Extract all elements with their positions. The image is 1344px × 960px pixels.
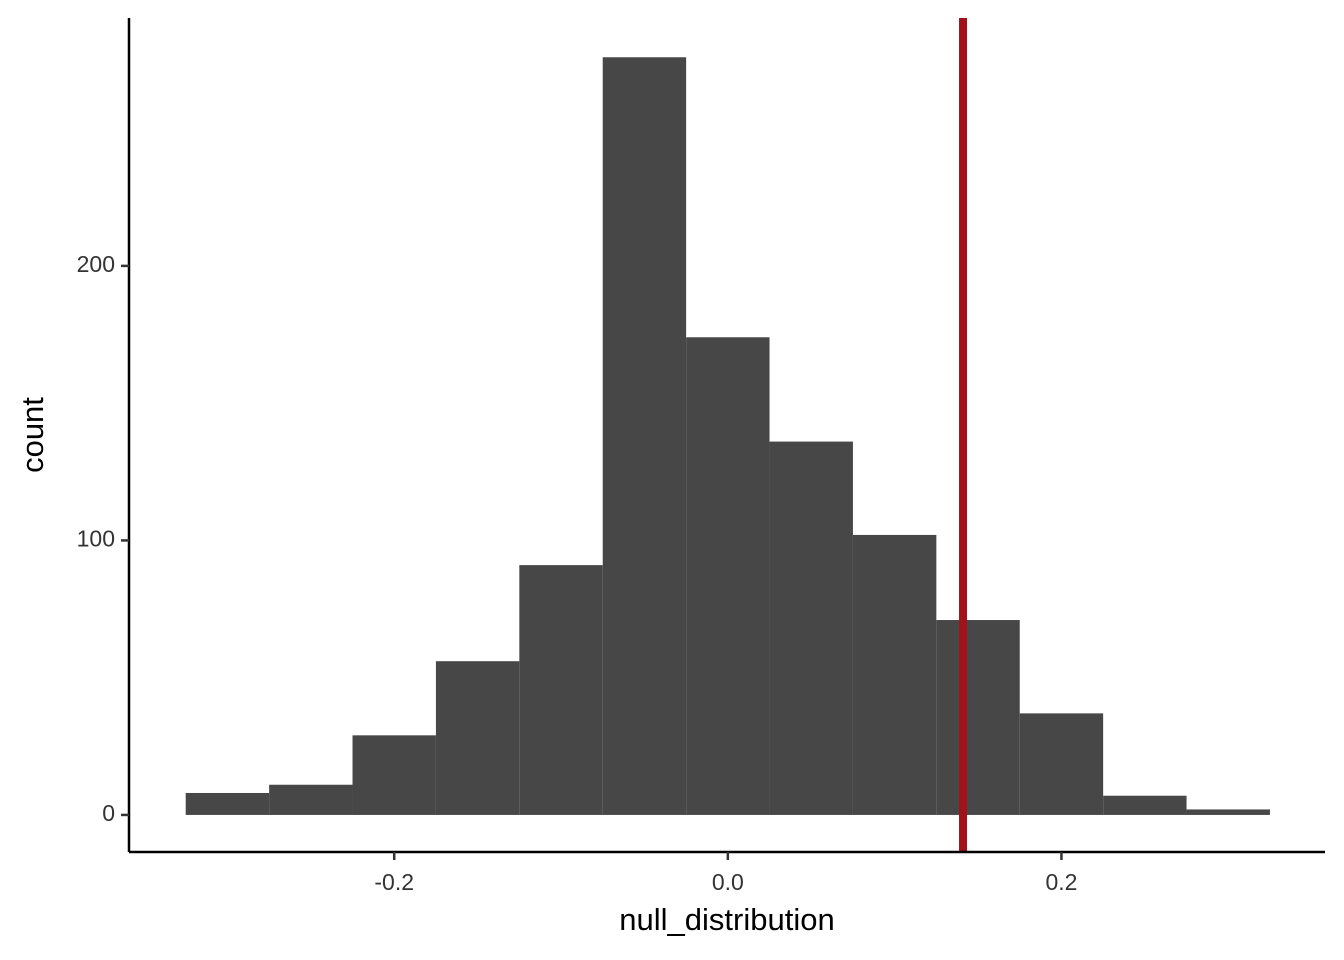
y-axis-title: count bbox=[15, 397, 50, 473]
y-tick-label: 200 bbox=[77, 251, 115, 277]
x-axis-title: null_distribution bbox=[619, 902, 834, 937]
bar bbox=[769, 441, 853, 815]
y-tick-label: 0 bbox=[102, 800, 115, 826]
x-tick-label: 0.2 bbox=[1045, 869, 1077, 895]
bar bbox=[519, 565, 603, 815]
bar bbox=[352, 735, 436, 815]
x-tick-label: 0.0 bbox=[712, 869, 744, 895]
bar bbox=[602, 57, 687, 815]
y-tick-label: 100 bbox=[77, 525, 115, 551]
bar bbox=[1186, 809, 1270, 815]
bar bbox=[185, 792, 270, 815]
bar bbox=[435, 661, 520, 815]
bar bbox=[1103, 795, 1187, 815]
bar bbox=[686, 337, 770, 815]
bar bbox=[936, 620, 1020, 815]
bar bbox=[269, 784, 353, 815]
x-tick-label: -0.2 bbox=[374, 869, 414, 895]
bar bbox=[1019, 713, 1104, 815]
bar bbox=[852, 534, 937, 815]
